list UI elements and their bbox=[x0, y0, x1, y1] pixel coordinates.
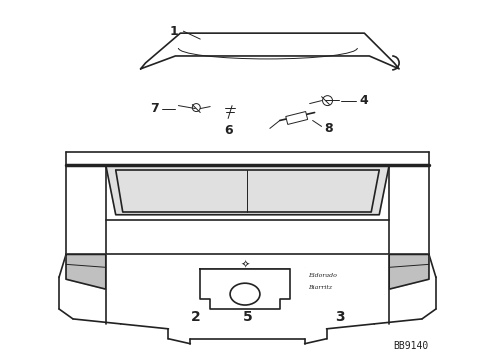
Text: BB9140: BB9140 bbox=[393, 341, 429, 351]
Text: ✧: ✧ bbox=[240, 259, 250, 269]
Polygon shape bbox=[66, 255, 106, 289]
Text: 1: 1 bbox=[170, 24, 178, 38]
Polygon shape bbox=[141, 33, 399, 69]
Polygon shape bbox=[200, 269, 290, 309]
Text: 4: 4 bbox=[359, 94, 368, 107]
Text: Eldorado: Eldorado bbox=[308, 273, 337, 278]
Text: Biarritz: Biarritz bbox=[308, 285, 332, 290]
Text: 8: 8 bbox=[324, 122, 333, 135]
Text: 6: 6 bbox=[224, 124, 232, 137]
Polygon shape bbox=[305, 267, 384, 294]
Text: 7: 7 bbox=[150, 102, 158, 115]
Polygon shape bbox=[286, 112, 308, 125]
Text: 2: 2 bbox=[191, 310, 200, 324]
Polygon shape bbox=[389, 255, 429, 289]
Text: 5: 5 bbox=[243, 310, 253, 324]
Text: 3: 3 bbox=[335, 310, 344, 324]
Polygon shape bbox=[106, 165, 389, 215]
